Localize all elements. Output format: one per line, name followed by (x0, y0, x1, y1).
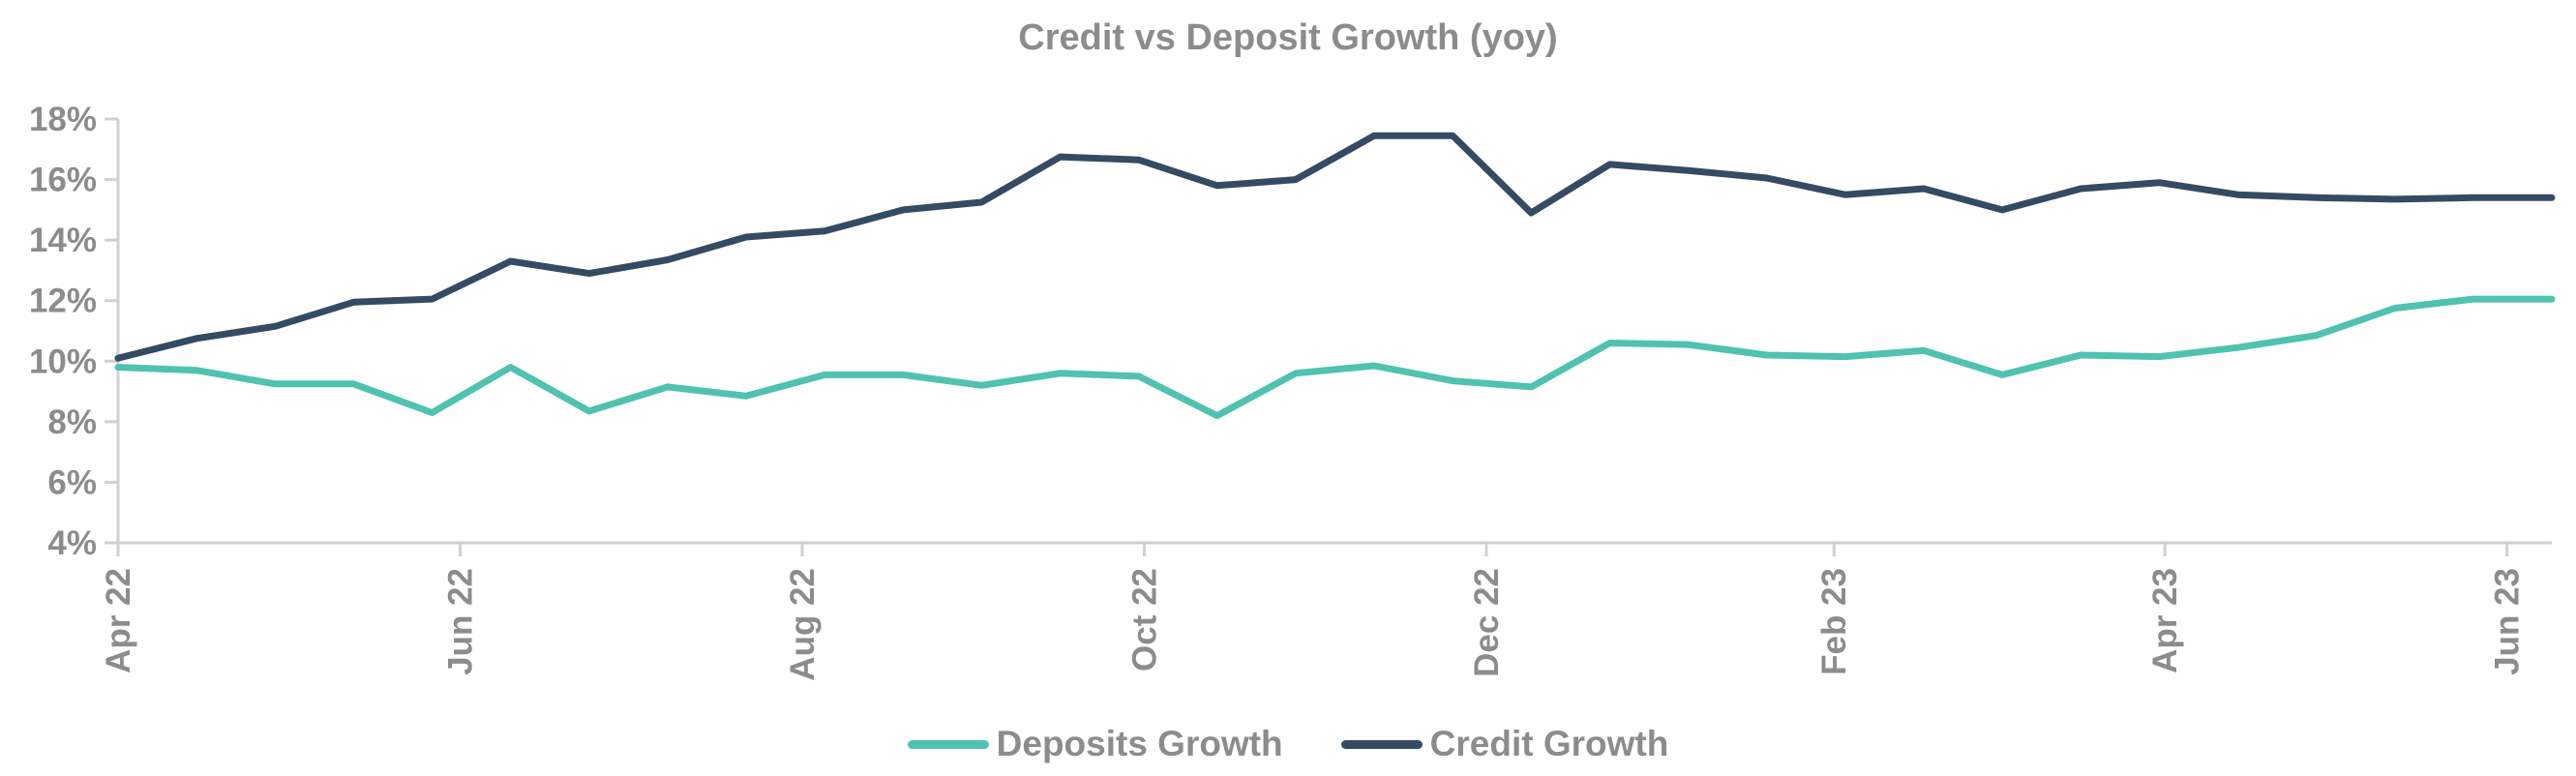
x-tick-label: Apr 22 (100, 568, 137, 673)
axes: 4% 6% 8% 10% 12% 14% 16% 18% Apr 22 Jun 22 Aug 22 O… (29, 101, 2552, 681)
x-tick-label: Oct 22 (1125, 568, 1163, 672)
y-tick-label: 8% (47, 403, 97, 441)
y-tick-label: 4% (47, 524, 97, 562)
legend-item-deposits[interactable]: Deposits Growth (907, 724, 1283, 764)
series-lines (114, 132, 2556, 420)
y-tick-label: 6% (47, 463, 97, 501)
x-tick-label: Apr 23 (2146, 568, 2184, 673)
legend-swatch-deposits (907, 739, 989, 749)
legend-label-deposits: Deposits Growth (996, 724, 1283, 763)
y-tick-label: 14% (29, 222, 97, 259)
x-tick-label: Feb 23 (1815, 568, 1853, 675)
x-tick-label: Jun 22 (441, 568, 479, 675)
series-line-deposits-growth[interactable] (114, 295, 2556, 420)
series-line-credit-growth[interactable] (114, 132, 2556, 362)
y-tick-label: 12% (29, 283, 97, 320)
y-tick-label: 16% (29, 162, 97, 199)
chart-title: Credit vs Deposit Growth (yoy) (1018, 17, 1558, 58)
x-tick-label: Aug 22 (784, 568, 822, 681)
legend-label-credit: Credit Growth (1429, 724, 1669, 763)
y-tick-label: 10% (29, 343, 97, 380)
x-tick-label: Dec 22 (1468, 568, 1506, 677)
legend-swatch-credit (1340, 739, 1423, 749)
legend-item-credit[interactable]: Credit Growth (1340, 724, 1669, 764)
y-tick-label: 18% (29, 101, 97, 138)
x-tick-label: Jun 23 (2489, 568, 2527, 675)
legend: Deposits Growth Credit Growth (0, 724, 2576, 764)
